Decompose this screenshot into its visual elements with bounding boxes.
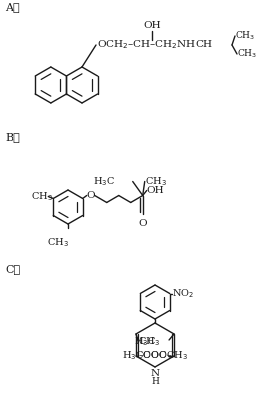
Text: –COOCH$_3$: –COOCH$_3$ [138, 350, 188, 362]
Text: H$_3$C: H$_3$C [93, 175, 115, 188]
Text: A．: A． [5, 2, 20, 12]
Text: C．: C． [5, 264, 20, 274]
Text: CH$_3$: CH$_3$ [47, 236, 69, 249]
Text: NO$_2$: NO$_2$ [172, 287, 194, 300]
Text: O: O [86, 191, 95, 200]
Text: H: H [151, 377, 159, 386]
Text: H$_3$C: H$_3$C [134, 335, 156, 349]
Text: OH: OH [147, 186, 164, 195]
Text: OH: OH [143, 21, 161, 30]
Text: CH$_3$: CH$_3$ [31, 190, 53, 203]
Text: N: N [150, 369, 160, 378]
Text: OCH$_2$–CH–CH$_2$NHCH: OCH$_2$–CH–CH$_2$NHCH [97, 39, 213, 51]
Text: CH$_3$: CH$_3$ [138, 335, 160, 349]
Text: CH$_3$: CH$_3$ [145, 175, 167, 188]
Text: O: O [138, 220, 147, 229]
Text: CH$_3$: CH$_3$ [235, 30, 255, 42]
Text: CH$_3$: CH$_3$ [237, 48, 257, 60]
Text: H$_3$COOC–: H$_3$COOC– [122, 350, 173, 362]
Text: B．: B． [5, 132, 20, 142]
